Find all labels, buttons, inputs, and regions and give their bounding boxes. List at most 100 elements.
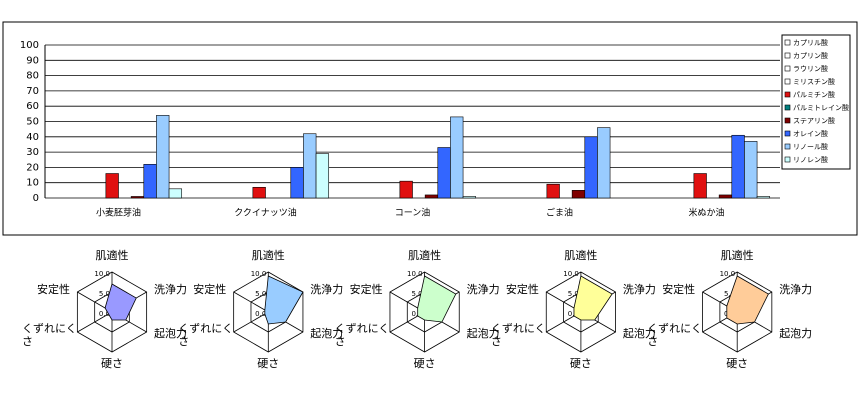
axis-label: くずれにくさ bbox=[647, 322, 702, 348]
axis-label: 硬さ bbox=[569, 357, 592, 370]
y-tick-label: 50 bbox=[26, 117, 39, 128]
bar bbox=[597, 127, 611, 199]
legend-label: パルミトレイン酸 bbox=[793, 103, 849, 112]
axis-label: 肌適性 bbox=[408, 249, 442, 262]
axis-label: くずれにくさ bbox=[334, 322, 390, 348]
bar bbox=[315, 153, 330, 199]
x-tick-label: ククイナッツ油 bbox=[234, 207, 296, 219]
axis-label: 硬さ bbox=[726, 357, 749, 370]
legend-swatch bbox=[784, 91, 791, 98]
chart-frame bbox=[2, 21, 858, 236]
axis-label: 洗浄力 bbox=[779, 283, 813, 296]
axis-line bbox=[233, 291, 269, 313]
axis-label: 安定性 bbox=[193, 283, 227, 296]
legend-swatch bbox=[784, 39, 791, 46]
legend-label: リノール酸 bbox=[793, 142, 828, 151]
bar bbox=[399, 180, 413, 199]
bar bbox=[303, 133, 317, 199]
legend-swatch bbox=[784, 65, 791, 72]
axis-label: くずれにくさ bbox=[178, 322, 234, 348]
r-tick-label: 0.0 bbox=[99, 310, 110, 318]
r-tick-label: 10.0 bbox=[251, 270, 267, 278]
bar bbox=[450, 116, 464, 199]
r-tick-label: 5.0 bbox=[568, 290, 579, 298]
y-tick-label: 100 bbox=[20, 40, 39, 51]
axis-label: 洗浄力 bbox=[310, 283, 344, 296]
x-tick-label: コーン油 bbox=[395, 207, 431, 219]
legend-swatch bbox=[784, 104, 791, 111]
axis-label: 肌適性 bbox=[720, 249, 754, 262]
axis-line bbox=[233, 311, 269, 333]
y-tick-label: 30 bbox=[26, 147, 39, 158]
axis-label: 安定性 bbox=[37, 283, 70, 296]
axis-label: 起泡力 bbox=[154, 327, 187, 340]
legend-label: オレイン酸 bbox=[793, 129, 828, 138]
axis-label: くずれにくさ bbox=[22, 322, 77, 348]
r-tick-label: 10.0 bbox=[563, 270, 579, 278]
axis-label: 硬さ bbox=[413, 357, 436, 370]
legend-label: ステアリン酸 bbox=[793, 116, 835, 125]
axis-label: 洗浄力 bbox=[622, 283, 656, 296]
axis-label: 洗浄力 bbox=[466, 283, 500, 296]
axis-label: くずれにくさ bbox=[490, 322, 546, 348]
axis-label: 安定性 bbox=[662, 283, 696, 296]
r-tick-label: 0.0 bbox=[255, 310, 266, 318]
legend-box bbox=[781, 34, 851, 170]
bar bbox=[744, 141, 758, 199]
y-tick-label: 80 bbox=[26, 71, 39, 82]
x-tick-label: ごま油 bbox=[546, 207, 573, 219]
r-tick-label: 5.0 bbox=[411, 290, 422, 298]
bar bbox=[693, 173, 707, 199]
legend-label: カプリル酸 bbox=[793, 38, 828, 47]
legend-swatch bbox=[784, 117, 791, 124]
axis-label: 肌適性 bbox=[564, 249, 598, 262]
y-tick-label: 90 bbox=[26, 55, 39, 66]
r-tick-label: 5.0 bbox=[255, 290, 266, 298]
y-tick-label: 40 bbox=[26, 132, 39, 143]
axis-label: 起泡力 bbox=[310, 327, 344, 340]
x-tick-label: 小麦胚芽油 bbox=[96, 207, 141, 219]
legend-swatch bbox=[784, 130, 791, 137]
bar bbox=[718, 194, 733, 199]
radar-area bbox=[726, 275, 769, 325]
bar bbox=[168, 188, 183, 199]
bar bbox=[731, 134, 745, 199]
bar bbox=[156, 115, 170, 199]
axis-label: 肌適性 bbox=[95, 249, 129, 262]
bar bbox=[252, 186, 266, 199]
bar bbox=[424, 194, 439, 199]
y-tick-label: 0 bbox=[33, 193, 39, 204]
legend-label: カプリン酸 bbox=[793, 51, 828, 60]
radar-area bbox=[104, 283, 137, 321]
axis-label: 洗浄力 bbox=[154, 283, 187, 296]
r-tick-label: 10.0 bbox=[407, 270, 423, 278]
bar bbox=[290, 167, 304, 199]
r-tick-label: 0.0 bbox=[568, 310, 579, 318]
radar-area bbox=[573, 275, 613, 321]
y-tick-label: 20 bbox=[26, 162, 39, 173]
radar-area bbox=[417, 275, 457, 323]
bar bbox=[130, 196, 145, 199]
legend-label: ミリスチン酸 bbox=[793, 77, 835, 86]
bar bbox=[105, 173, 119, 199]
bar bbox=[143, 164, 157, 199]
axis-label: 安定性 bbox=[349, 283, 383, 296]
legend-swatch bbox=[784, 52, 791, 59]
legend-swatch bbox=[784, 78, 791, 85]
axis-label: 硬さ bbox=[257, 357, 280, 370]
legend-swatch bbox=[784, 156, 791, 163]
x-tick-label: 米ぬか油 bbox=[688, 207, 724, 219]
y-tick-label: 60 bbox=[26, 101, 39, 112]
axis-label: 硬さ bbox=[101, 357, 123, 370]
axis-label: 起泡力 bbox=[779, 327, 813, 340]
y-tick-label: 70 bbox=[26, 86, 39, 97]
axis-label: 起泡力 bbox=[622, 327, 656, 340]
radar-area bbox=[264, 275, 304, 325]
bar bbox=[546, 183, 560, 199]
r-tick-label: 10.0 bbox=[720, 270, 736, 278]
bar bbox=[437, 147, 451, 199]
bar bbox=[584, 136, 598, 199]
r-tick-label: 5.0 bbox=[724, 290, 735, 298]
